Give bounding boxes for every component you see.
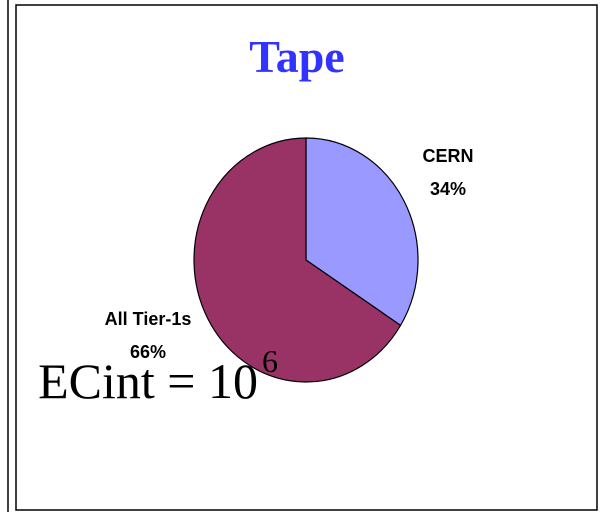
pie <box>193 137 419 383</box>
slice-value-label: 34% <box>430 179 466 199</box>
pie-slice <box>193 137 402 383</box>
slice-label: All Tier-1s <box>105 309 192 329</box>
pie-slice <box>305 137 419 327</box>
slice-label: CERN <box>422 146 473 166</box>
annotation: ECint = 10 <box>38 353 258 409</box>
annotation-superscript: 6 <box>262 343 278 379</box>
chart-title: Tape <box>249 31 344 82</box>
slice-value-label: 66% <box>130 342 166 362</box>
